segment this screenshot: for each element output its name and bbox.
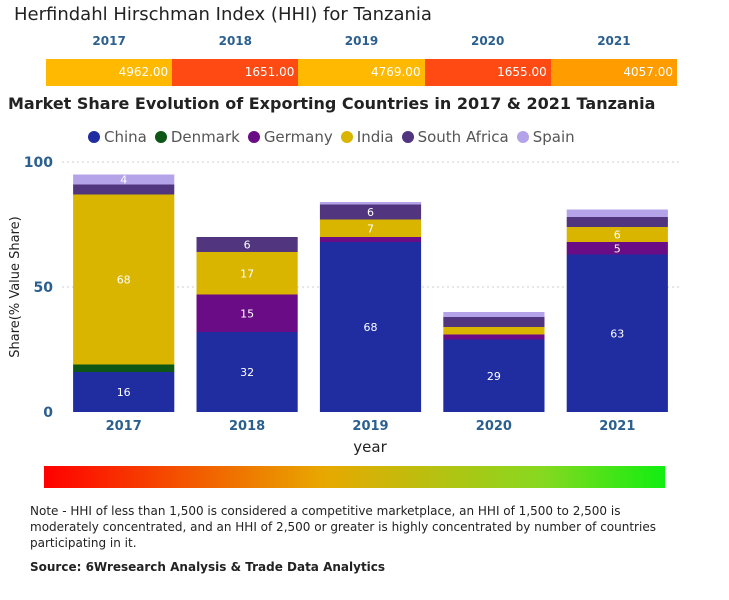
- bar-segment: [196, 332, 298, 412]
- stacked-bar-chart: 0 50 100 Share(% Value Share) 16 68 4 2017 32 15 1…: [8, 155, 679, 456]
- hhi-year-row: 2017 2018 2019 2020 2021: [46, 34, 677, 50]
- hhi-year-label: 2021: [597, 34, 631, 48]
- bar-data-label: 63: [610, 327, 624, 340]
- hhi-value-cell: 4769.00: [298, 59, 425, 86]
- bar-segment: [443, 327, 545, 335]
- legend-dot-icon: [340, 131, 353, 143]
- bar-segment: [566, 242, 668, 255]
- bar-segment: [319, 242, 422, 412]
- hhi-value-cell: 4962.00: [46, 59, 173, 86]
- x-axis-title: year: [353, 438, 387, 456]
- bar-segment: [196, 252, 298, 295]
- bar-data-label: 6: [244, 239, 251, 252]
- y-tick-label: 100: [24, 155, 53, 171]
- x-tick-label: 2017: [106, 419, 142, 434]
- bar-data-label: 32: [240, 366, 254, 379]
- bar-data-label: 68: [117, 274, 131, 287]
- hhi-year-label: 2017: [92, 34, 126, 48]
- hhi-year-label: 2018: [218, 34, 252, 48]
- hhi-value-cell: 4057.00: [550, 59, 677, 86]
- legend-label: South Africa: [417, 128, 509, 146]
- legend-item[interactable]: Spain: [516, 128, 575, 146]
- x-tick-label: 2018: [229, 419, 265, 434]
- bar-segment: [566, 217, 668, 227]
- bar-segment: [566, 209, 668, 217]
- bar-data-label: 6: [367, 206, 374, 219]
- bar-data-label: 15: [240, 307, 254, 320]
- bar-segment: [566, 254, 668, 412]
- note-text: Note - HHI of less than 1,500 is conside…: [30, 504, 656, 550]
- x-tick-label: 2019: [352, 419, 388, 434]
- hhi-value-cell: 1651.00: [172, 59, 299, 86]
- legend-item[interactable]: China: [88, 128, 147, 146]
- y-axis-title: Share(% Value Share): [8, 216, 23, 358]
- legend-item[interactable]: Denmark: [154, 128, 240, 146]
- x-tick-label: 2021: [599, 419, 635, 434]
- bar-data-label: 16: [117, 386, 131, 399]
- bar-segment: [443, 334, 545, 340]
- y-tick-label: 0: [43, 405, 53, 421]
- bar-data-label: 6: [614, 229, 621, 242]
- legend-label: Germany: [263, 128, 333, 146]
- bar-data-label: 17: [240, 267, 254, 280]
- bar-segment: [319, 237, 422, 242]
- x-tick-label: 2020: [476, 419, 512, 434]
- bar-segment: [73, 184, 175, 195]
- hhi-title: Herfindahl Hirschman Index (HHI) for Tan…: [14, 4, 432, 25]
- legend-label: Spain: [532, 128, 575, 146]
- bar-segment: [196, 294, 298, 332]
- legend-dot-icon: [401, 131, 414, 143]
- hhi-year-label: 2020: [470, 34, 505, 48]
- hhi-strip: 4962.00 1651.00 4769.00 1655.00 4057.00: [46, 59, 677, 86]
- bar-segment: [443, 317, 545, 327]
- hhi-year-label: 2019: [344, 34, 379, 48]
- hhi-color-scale-bar: [44, 466, 665, 488]
- chart-title: Market Share Evolution of Exporting Coun…: [8, 94, 656, 113]
- bar-segment: [73, 372, 175, 412]
- bar-segment: [319, 219, 422, 237]
- legend-label: China: [104, 128, 147, 146]
- legend-label: Denmark: [170, 128, 240, 146]
- legend-item[interactable]: Germany: [247, 128, 333, 146]
- bar-segment: [443, 312, 545, 317]
- hhi-value-cell: 1655.00: [424, 59, 551, 86]
- bar-segment: [73, 194, 175, 365]
- bar-segment: [73, 174, 175, 185]
- legend-dot-icon: [88, 131, 100, 143]
- legend-item[interactable]: India: [340, 128, 394, 146]
- bar-data-label: 5: [614, 242, 621, 255]
- legend-dot-icon: [154, 131, 167, 143]
- bar-data-label: 4: [120, 174, 127, 187]
- bar-data-label: 29: [487, 370, 501, 383]
- bar-segment: [566, 227, 668, 242]
- bar-segment: [319, 204, 422, 220]
- bar-segment: [443, 339, 545, 412]
- legend-dot-icon: [516, 131, 529, 143]
- legend-item[interactable]: South Africa: [401, 128, 509, 146]
- legend-dot-icon: [247, 131, 260, 143]
- bar-segment: [73, 364, 175, 372]
- bar-data-label: 68: [364, 321, 378, 334]
- source-text: Source: 6Wresearch Analysis & Trade Data…: [30, 560, 386, 574]
- bar-data-label: 7: [367, 222, 374, 235]
- bar-segment: [196, 237, 298, 252]
- chart-legend: China Denmark Germany India South Africa Spai…: [88, 126, 583, 148]
- legend-label: India: [356, 128, 394, 146]
- y-tick-label: 50: [34, 280, 54, 296]
- bar-segment: [319, 202, 422, 205]
